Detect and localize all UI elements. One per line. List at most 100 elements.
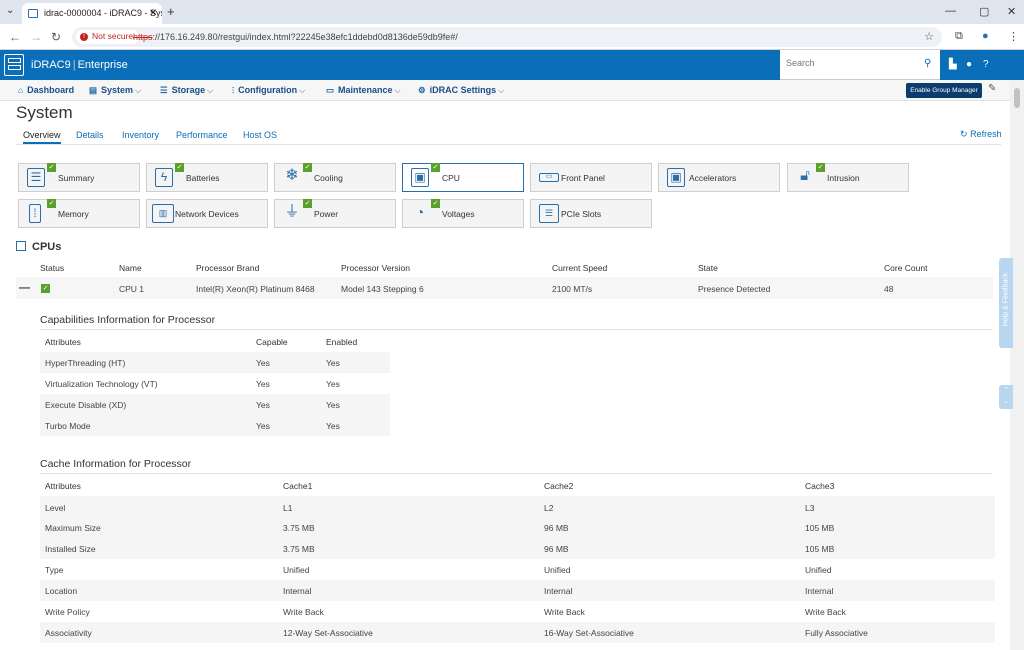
scrollbar-thumb[interactable] — [1014, 88, 1020, 108]
pin-icon[interactable]: ✎ — [988, 83, 997, 94]
table-row-stripe — [40, 415, 390, 436]
tab-overview[interactable]: Overview — [23, 130, 61, 144]
reload-icon[interactable]: ↻ — [51, 30, 62, 44]
cache-attribute: Write Policy — [45, 607, 90, 617]
tile-batteries[interactable]: ϟ ✓ Batteries — [146, 163, 268, 192]
cache2-value: 96 MB — [544, 523, 569, 533]
chevron-down-icon: ⌵ — [299, 86, 306, 95]
bookmark-star-icon[interactable]: ☆ — [924, 31, 934, 43]
tile-cooling[interactable]: ❄ ✓ Cooling — [274, 163, 396, 192]
tile-pcie-slots[interactable]: ☰ PCIe Slots — [530, 199, 652, 228]
cap-capable: Yes — [256, 358, 270, 368]
cache1-value: Write Back — [283, 607, 324, 617]
tile-power[interactable]: ⏚ ✓ Power — [274, 199, 396, 228]
cache2-value: 16-Way Set-Associative — [544, 628, 634, 638]
unlock-icon: 🔓︎ — [800, 167, 810, 184]
cache3-value: L3 — [805, 503, 815, 513]
tab-performance[interactable]: Performance — [176, 130, 228, 140]
help-feedback-tab[interactable]: Help & Feedback — [999, 258, 1013, 348]
tile-cpu[interactable]: ▣ ✓ CPU — [402, 163, 524, 192]
collapse-row-icon[interactable]: — — [19, 282, 30, 294]
enable-group-manager-button[interactable]: Enable Group Manager — [906, 83, 982, 98]
cache3-value: Internal — [805, 586, 834, 596]
back-arrow-icon[interactable]: ← — [9, 30, 21, 44]
cache1-value: L1 — [283, 503, 293, 513]
cpu-speed: 2100 MT/s — [552, 284, 593, 294]
chevron-down-icon[interactable]: ⌄ — [1003, 398, 1009, 405]
tile-front-panel[interactable]: ▭ Front Panel — [530, 163, 652, 192]
lock-icon[interactable]: ▙ — [949, 59, 957, 70]
tile-memory[interactable]: ⁞ ✓ Memory — [18, 199, 140, 228]
status-ok-icon: ✓ — [303, 199, 312, 208]
help-icon[interactable]: ? — [983, 59, 989, 70]
table-row-stripe — [40, 538, 995, 559]
tile-accelerators[interactable]: ▣ Accelerators — [658, 163, 780, 192]
cap-attribute: HyperThreading (HT) — [45, 358, 126, 368]
not-secure-badge[interactable]: ! Not secure — [76, 30, 140, 44]
chevron-up-icon[interactable]: ⌃ — [1003, 387, 1009, 394]
cache1-value: 3.75 MB — [283, 544, 315, 554]
scroll-up-down-control[interactable]: ⌃ ⌄ — [999, 385, 1013, 409]
cache-col-cache1: Cache1 — [283, 481, 313, 491]
col-core-count: Core Count — [884, 263, 928, 273]
menu-storage[interactable]: ☰ Storage ⌵ — [160, 85, 213, 96]
cache1-value: Internal — [283, 586, 312, 596]
search-input[interactable] — [786, 58, 916, 68]
menu-dashboard[interactable]: ⌂ Dashboard — [18, 85, 74, 95]
menu-configuration[interactable]: ⫶ Configuration ⌵ — [232, 85, 305, 96]
page-title: System — [16, 103, 73, 122]
menu-dashboard-label: Dashboard — [27, 85, 75, 95]
cache-attribute: Level — [45, 503, 66, 513]
chevron-down-icon: ⌵ — [135, 86, 142, 95]
menu-system[interactable]: ▤ System ⌵ — [89, 85, 141, 96]
tab-host-os[interactable]: Host OS — [243, 130, 278, 140]
forward-arrow-icon[interactable]: → — [30, 30, 42, 44]
table-row-stripe — [40, 496, 995, 517]
tile-network-devices[interactable]: ▥ Network Devices — [146, 199, 268, 228]
user-icon[interactable]: ● — [966, 59, 973, 70]
minimize-window-icon[interactable]: — — [945, 5, 956, 17]
browser-toolbar: ← → ↻ ! Not secure https://176.16.249.80… — [0, 24, 1024, 50]
search-icon[interactable]: ⚲ — [924, 58, 932, 69]
col-current-speed: Current Speed — [552, 263, 608, 273]
menu-idrac-settings-label: iDRAC Settings — [429, 85, 497, 95]
col-state: State — [698, 263, 718, 273]
table-row-stripe — [40, 517, 995, 538]
extensions-icon[interactable]: ⧉ — [955, 30, 963, 42]
cpu-state: Presence Detected — [698, 284, 771, 294]
new-tab-button[interactable]: + — [167, 4, 175, 19]
close-window-icon[interactable]: ✕ — [1007, 6, 1017, 18]
tab-details[interactable]: Details — [76, 130, 104, 140]
cache2-value: L2 — [544, 503, 554, 513]
browser-tab[interactable]: idrac-0000004 - iDRAC9 - Syst ✕ — [22, 3, 162, 24]
sliders-icon: ⫶ — [232, 85, 235, 95]
table-row[interactable] — [16, 277, 993, 299]
search-box: ⚲ — [780, 50, 940, 80]
idrac-logo-icon — [4, 54, 24, 76]
server-icon: ▤ — [89, 85, 98, 95]
help-feedback-label: Help & Feedback — [1002, 272, 1010, 327]
brand-name: iDRAC9 — [31, 59, 71, 71]
refresh-link[interactable]: ↻ Refresh — [960, 129, 1002, 140]
status-ok-icon: ✓ — [175, 163, 184, 172]
menu-idrac-settings[interactable]: ⚙ iDRAC Settings ⌵ — [418, 85, 504, 96]
menu-maintenance[interactable]: ▭ Maintenance ⌵ — [326, 85, 401, 96]
menu-maintenance-label: Maintenance — [338, 85, 393, 95]
power-plug-icon: ⏚ — [284, 203, 300, 220]
tile-voltages[interactable]: ◔ ✓ Voltages — [402, 199, 524, 228]
status-ok-icon: ✓ — [47, 163, 56, 172]
maximize-window-icon[interactable]: ▢ — [979, 6, 990, 18]
close-tab-icon[interactable]: ✕ — [149, 8, 158, 19]
address-bar[interactable]: ! Not secure https://176.16.249.80/restg… — [72, 27, 942, 47]
tab-search-icon[interactable]: ⌄ — [6, 5, 15, 16]
refresh-icon: ↻ — [960, 129, 968, 139]
cache3-value: 105 MB — [805, 544, 835, 554]
page-scrollbar[interactable] — [1010, 80, 1024, 650]
tab-inventory[interactable]: Inventory — [122, 130, 160, 140]
cap-capable: Yes — [256, 400, 270, 410]
tile-intrusion[interactable]: 🔓︎ ✓ Intrusion — [787, 163, 909, 192]
profile-icon[interactable]: ● — [982, 30, 989, 42]
tile-summary[interactable]: ☰ ✓ Summary — [18, 163, 140, 192]
browser-menu-icon[interactable]: ⋮ — [1008, 31, 1019, 43]
home-icon: ⌂ — [18, 85, 24, 95]
